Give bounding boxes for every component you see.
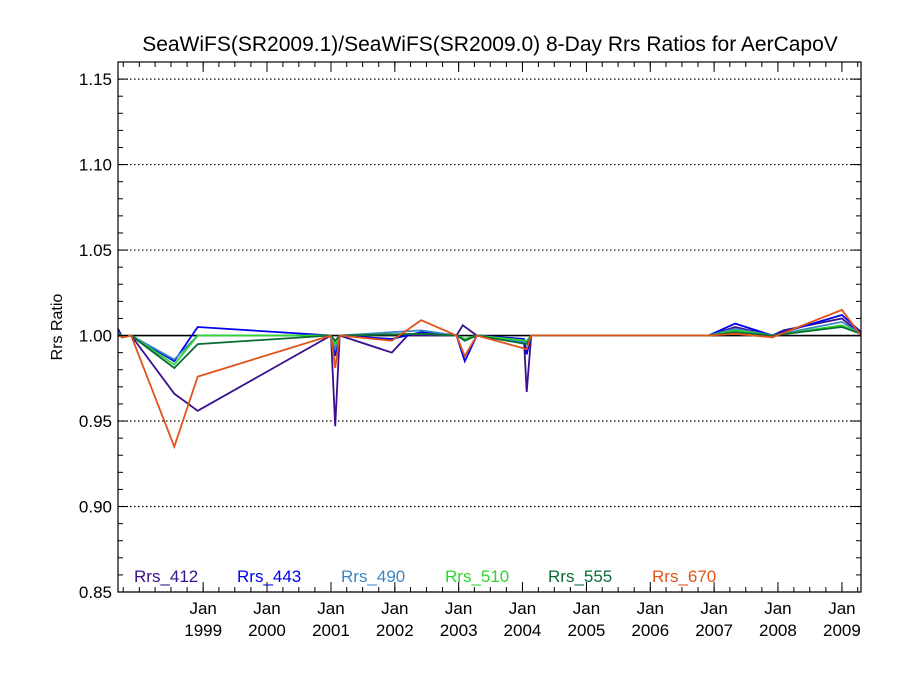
y-axis-label: Rrs Ratio: [49, 294, 66, 361]
x-tick-label-month: Jan: [573, 599, 600, 618]
y-tick-label: 1.00: [79, 327, 112, 346]
x-tick-label-month: Jan: [637, 599, 664, 618]
chart-title: SeaWiFS(SR2009.1)/SeaWiFS(SR2009.0) 8-Da…: [142, 33, 838, 56]
y-tick-label: 1.05: [79, 241, 112, 260]
y-tick-label: 0.95: [79, 412, 112, 431]
x-tick-label-month: Jan: [317, 599, 344, 618]
x-tick-label-year: 2000: [248, 621, 286, 640]
legend: Rrs_412 Rrs_443 Rrs_490 Rrs_510 Rrs_555 Rrs_6…: [134, 567, 716, 586]
x-tick-label-month: Jan: [700, 599, 727, 618]
y-tick-label: 1.10: [79, 156, 112, 175]
x-tick-label-month: Jan: [381, 599, 408, 618]
x-tick-label-year: 2007: [695, 621, 733, 640]
x-tick-label-year: 2003: [440, 621, 478, 640]
series-line-rrs-443: [117, 313, 862, 364]
y-tick-labels: 0.85 0.90 0.95 1.00 1.05 1.10 1.15: [79, 70, 112, 602]
x-tick-label-month: Jan: [445, 599, 472, 618]
plot-frame: [117, 61, 862, 593]
y-tick-label: 0.85: [79, 583, 112, 602]
x-tick-label-year: 2008: [759, 621, 797, 640]
x-tick-label-year: 2005: [568, 621, 606, 640]
x-tick-label-year: 2001: [312, 621, 350, 640]
y-tick-label: 1.15: [79, 70, 112, 89]
y-tick-label: 0.90: [79, 498, 112, 517]
x-tick-label-year: 1999: [184, 621, 222, 640]
x-tick-label-month: Jan: [253, 599, 280, 618]
x-tick-label-month: Jan: [828, 599, 855, 618]
legend-entry-rrs-510: Rrs_510: [445, 567, 509, 586]
series-lines: [117, 308, 862, 450]
legend-entry-rrs-490: Rrs_490: [341, 567, 405, 586]
x-tick-label-month: Jan: [189, 599, 216, 618]
legend-entry-rrs-670: Rrs_670: [652, 567, 716, 586]
x-tick-label-month: Jan: [764, 599, 791, 618]
legend-entry-rrs-555: Rrs_555: [548, 567, 612, 586]
axes: [117, 61, 862, 593]
x-tick-label-year: 2002: [376, 621, 414, 640]
legend-entry-rrs-412: Rrs_412: [134, 567, 198, 586]
series-line-rrs-670: [117, 308, 862, 450]
x-tick-label-year: 2004: [504, 621, 542, 640]
series-line-rrs-555: [117, 326, 862, 370]
x-tick-labels: Jan 1999 Jan 2000 Jan 2001 Jan 2002 Jan 2003 Jan 20…: [184, 599, 861, 640]
legend-entry-rrs-443: Rrs_443: [237, 567, 301, 586]
x-tick-label-year: 2006: [631, 621, 669, 640]
x-tick-label-year: 2009: [823, 621, 861, 640]
x-tick-label-month: Jan: [509, 599, 536, 618]
